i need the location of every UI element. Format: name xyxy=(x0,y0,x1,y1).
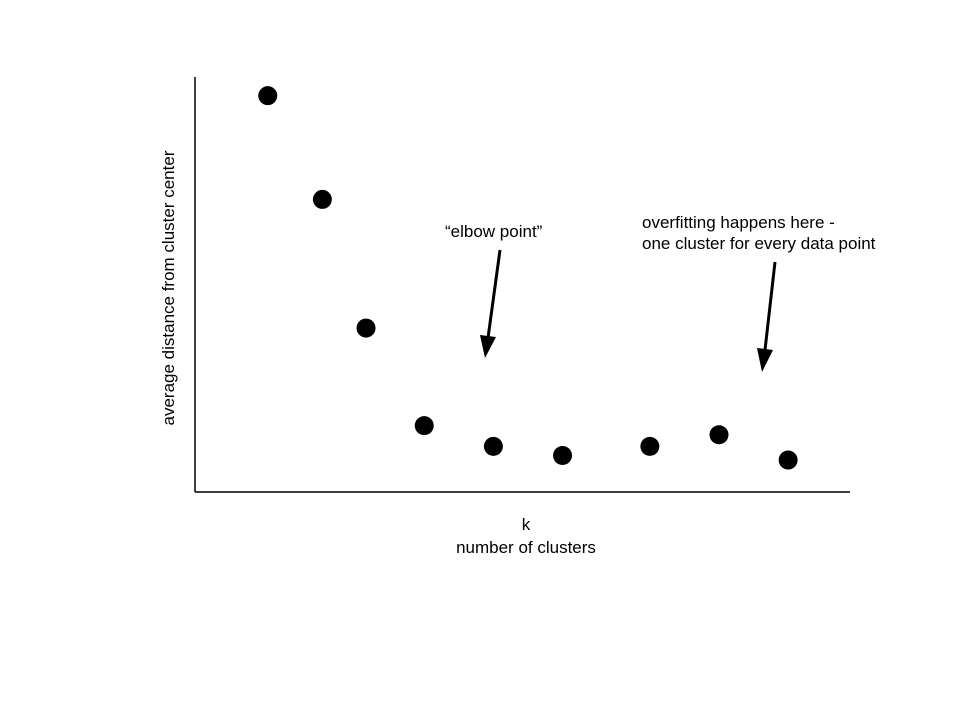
data-point-2 xyxy=(312,189,332,209)
overfit-annotation-line-1: overfitting happens here - xyxy=(642,213,835,232)
data-point-8 xyxy=(709,425,729,445)
overfit-arrow xyxy=(757,261,777,372)
x-axis-label-line-1: k xyxy=(522,515,531,534)
axes xyxy=(194,77,850,493)
elbow-annotation-text: “elbow point” xyxy=(445,222,543,241)
data-point-3 xyxy=(356,318,376,338)
elbow-arrow xyxy=(480,249,502,358)
data-points xyxy=(258,86,798,470)
data-point-5 xyxy=(483,436,503,456)
data-point-1 xyxy=(258,86,278,106)
x-axis-label-line-2: number of clusters xyxy=(456,538,596,557)
data-point-4 xyxy=(414,416,434,436)
y-axis-label: average distance from cluster center xyxy=(159,150,178,425)
overfit-annotation-line-2: one cluster for every data point xyxy=(642,234,876,253)
data-point-6 xyxy=(553,445,573,465)
data-point-9 xyxy=(778,450,798,470)
data-point-7 xyxy=(640,436,660,456)
overfit-annotation: overfitting happens here - one cluster f… xyxy=(642,213,876,372)
elbow-annotation: “elbow point” xyxy=(445,222,543,358)
